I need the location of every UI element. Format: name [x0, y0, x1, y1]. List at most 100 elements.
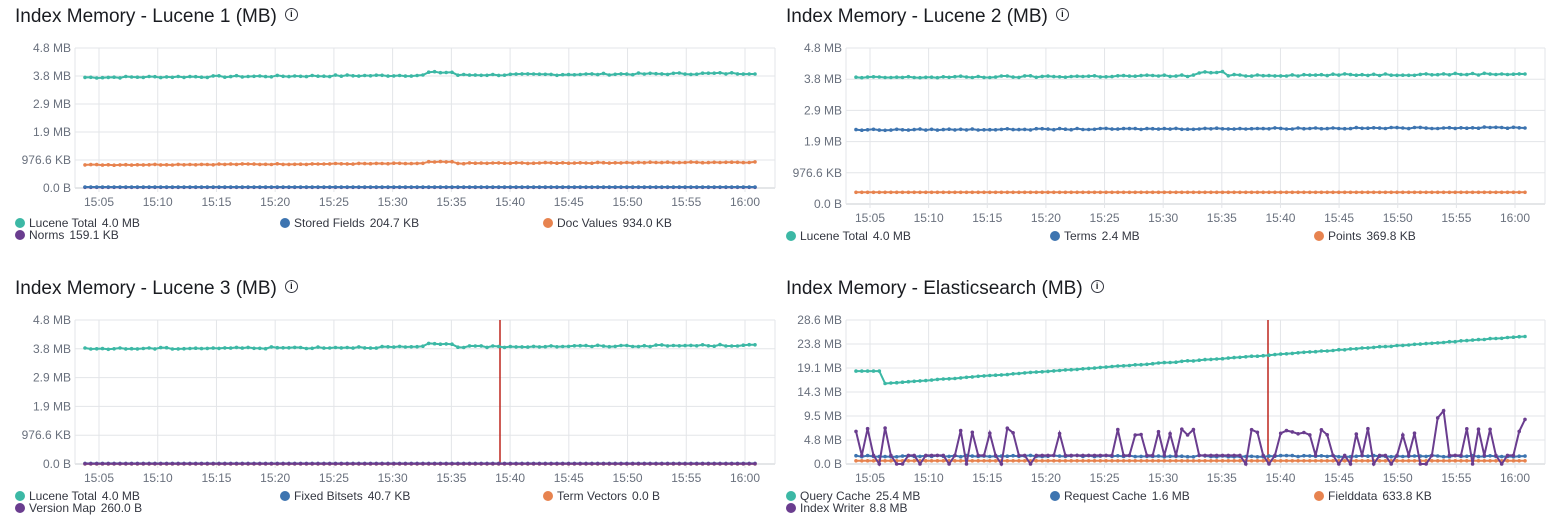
y-tick-label: 3.8 MB: [33, 69, 71, 83]
legend-item-lucene-total[interactable]: Lucene Total 4.0 MB: [15, 489, 140, 503]
legend-value: 4.0 MB: [101, 216, 140, 230]
legend-color-dot: [15, 491, 25, 501]
legend-value: 633.8 KB: [1382, 489, 1432, 503]
panel-title: Index Memory - Lucene 3 (MB) i: [15, 278, 298, 300]
y-tick-label: 3.8 MB: [33, 342, 71, 356]
legend-item-norms[interactable]: Norms 159.1 KB: [15, 228, 119, 242]
legend-value: 8.8 MB: [869, 501, 908, 515]
legend-item-points[interactable]: Points 369.8 KB: [1314, 229, 1416, 243]
legend-value: 934.0 KB: [622, 216, 672, 230]
legend-item-query-cache[interactable]: Query Cache 25.4 MB: [786, 489, 920, 503]
legend-color-dot: [786, 231, 796, 241]
y-tick-label: 4.8 MB: [804, 433, 842, 447]
x-tick-label: 15:20: [260, 195, 290, 209]
x-tick-label: 15:45: [554, 195, 584, 209]
y-tick-label: 14.3 MB: [797, 385, 842, 399]
x-tick-label: 15:55: [1441, 211, 1471, 225]
legend-item-lucene-total[interactable]: Lucene Total 4.0 MB: [15, 216, 140, 230]
x-tick-label: 15:35: [1207, 211, 1237, 225]
legend-item-version-map[interactable]: Version Map 260.0 B: [15, 501, 142, 515]
legend-value: 25.4 MB: [875, 489, 921, 503]
y-tick-label: 23.8 MB: [797, 337, 842, 351]
y-tick-label: 0.0 B: [814, 457, 842, 471]
legend-label: Fixed Bitsets: [294, 489, 363, 503]
legend-color-dot: [1314, 491, 1324, 501]
y-tick-label: 2.9 MB: [33, 371, 71, 385]
legend-item-fixed-bitsets[interactable]: Fixed Bitsets 40.7 KB: [280, 489, 410, 503]
legend-label: Lucene Total: [800, 229, 868, 243]
legend-value: 4.0 MB: [101, 489, 140, 503]
info-icon[interactable]: i: [284, 280, 298, 294]
legend-item-lucene-total[interactable]: Lucene Total 4.0 MB: [786, 229, 911, 243]
y-tick-label: 4.8 MB: [33, 41, 71, 55]
legend-value: 2.4 MB: [1101, 229, 1140, 243]
info-icon[interactable]: i: [1090, 280, 1104, 294]
legend-color-dot: [15, 503, 25, 513]
series-line-index-writer: [855, 408, 1526, 467]
panel-title: Index Memory - Lucene 1 (MB) i: [15, 6, 298, 28]
x-tick-label: 15:25: [319, 471, 349, 485]
legend-value: 159.1 KB: [69, 228, 119, 242]
x-tick-label: 15:40: [1265, 471, 1295, 485]
x-tick-label: 15:35: [436, 471, 466, 485]
x-tick-label: 15:10: [143, 195, 173, 209]
legend-item-fielddata[interactable]: Fielddata 633.8 KB: [1314, 489, 1432, 503]
legend-label: Term Vectors: [557, 489, 628, 503]
legend-item-doc-values[interactable]: Doc Values 934.0 KB: [543, 216, 672, 230]
x-tick-label: 15:50: [613, 471, 643, 485]
x-tick-label: 16:00: [1500, 211, 1530, 225]
x-tick-label: 15:25: [1090, 211, 1120, 225]
x-tick-label: 15:35: [436, 195, 466, 209]
legend-color-dot: [15, 218, 25, 228]
legend-label: Points: [1328, 229, 1362, 243]
legend-label: Query Cache: [800, 489, 871, 503]
x-tick-label: 15:15: [972, 211, 1002, 225]
x-tick-label: 15:20: [1031, 211, 1061, 225]
x-tick-label: 15:05: [84, 471, 114, 485]
legend-color-dot: [786, 491, 796, 501]
x-tick-label: 15:55: [1441, 471, 1471, 485]
legend-color-dot: [1050, 491, 1060, 501]
legend-item-index-writer[interactable]: Index Writer 8.8 MB: [786, 501, 907, 515]
x-tick-label: 16:00: [730, 471, 760, 485]
x-tick-label: 15:20: [260, 471, 290, 485]
legend-label: Index Writer: [800, 501, 865, 515]
x-tick-label: 15:40: [495, 195, 525, 209]
legend-color-dot: [1050, 231, 1060, 241]
y-tick-label: 28.6 MB: [797, 313, 842, 327]
x-tick-label: 15:45: [1324, 211, 1354, 225]
info-icon[interactable]: i: [284, 8, 298, 22]
y-tick-label: 1.9 MB: [804, 135, 842, 149]
x-tick-label: 15:15: [972, 471, 1002, 485]
y-tick-label: 0.0 B: [43, 181, 71, 195]
legend-color-dot: [543, 491, 553, 501]
legend-item-term-vectors[interactable]: Term Vectors 0.0 B: [543, 489, 660, 503]
x-tick-label: 15:10: [143, 471, 173, 485]
panel-title: Index Memory - Lucene 2 (MB) i: [786, 6, 1069, 28]
y-tick-label: 976.6 KB: [793, 166, 842, 180]
x-tick-label: 15:05: [855, 471, 885, 485]
x-tick-label: 15:15: [201, 195, 231, 209]
x-tick-label: 15:40: [1265, 211, 1295, 225]
legend-label: Version Map: [29, 501, 96, 515]
x-tick-label: 15:35: [1207, 471, 1237, 485]
x-tick-label: 15:30: [1148, 211, 1178, 225]
legend-item-request-cache[interactable]: Request Cache 1.6 MB: [1050, 489, 1190, 503]
x-tick-label: 15:30: [378, 195, 408, 209]
legend-label: Stored Fields: [294, 216, 365, 230]
x-tick-label: 15:45: [554, 471, 584, 485]
legend-value: 260.0 B: [100, 501, 143, 515]
x-tick-label: 15:25: [1090, 471, 1120, 485]
y-tick-label: 2.9 MB: [804, 103, 842, 117]
legend-item-stored-fields[interactable]: Stored Fields 204.7 KB: [280, 216, 419, 230]
legend-color-dot: [280, 218, 290, 228]
info-icon[interactable]: i: [1055, 8, 1069, 22]
legend-value: 369.8 KB: [1366, 229, 1416, 243]
legend-item-terms[interactable]: Terms 2.4 MB: [1050, 229, 1140, 243]
x-tick-label: 15:55: [671, 471, 701, 485]
y-tick-label: 1.9 MB: [33, 125, 71, 139]
